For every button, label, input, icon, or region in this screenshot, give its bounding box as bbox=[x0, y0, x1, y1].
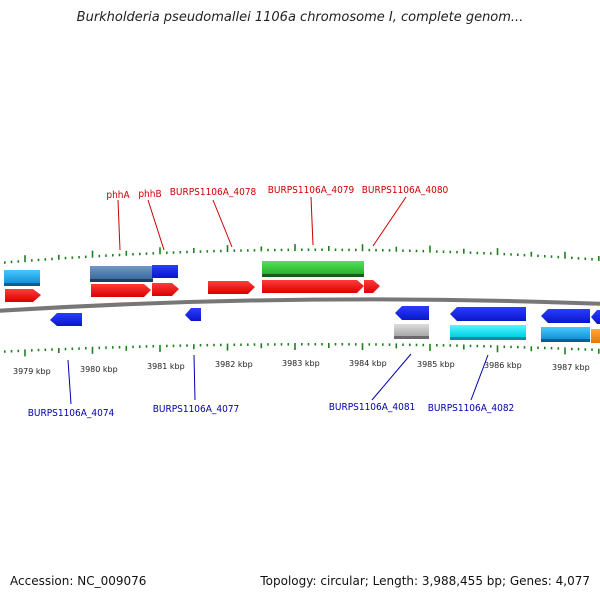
reverse-genes bbox=[50, 306, 600, 343]
tick-label: 3985 kbp bbox=[417, 360, 455, 369]
gene-feature[interactable] bbox=[185, 308, 201, 321]
gene-feature[interactable] bbox=[541, 309, 590, 323]
gene-feature[interactable] bbox=[450, 307, 526, 321]
gene-feature[interactable] bbox=[50, 313, 82, 326]
gene-feature[interactable] bbox=[262, 280, 364, 293]
ticks-top bbox=[4, 244, 600, 264]
gene-feature[interactable] bbox=[5, 289, 41, 302]
tick-labels: 3979 kbp 3980 kbp 3981 kbp 3982 kbp 3983… bbox=[13, 359, 590, 376]
tick-label: 3987 kbp bbox=[552, 363, 590, 372]
gene-feature[interactable] bbox=[152, 283, 179, 296]
gene-feature[interactable] bbox=[208, 281, 255, 294]
gene-feature[interactable] bbox=[591, 310, 600, 324]
tick-label: 3979 kbp bbox=[13, 367, 51, 376]
gene-label-4080[interactable]: BURPS1106A_4080 bbox=[362, 185, 449, 196]
gene-feature[interactable] bbox=[450, 337, 526, 340]
gene-feature[interactable] bbox=[591, 329, 600, 343]
gene-label-4082[interactable]: BURPS1106A_4082 bbox=[428, 403, 515, 414]
gene-feature[interactable] bbox=[4, 283, 40, 286]
label-leader bbox=[371, 353, 412, 401]
gene-feature[interactable] bbox=[91, 284, 151, 297]
gene-label-4079[interactable]: BURPS1106A_4079 bbox=[268, 185, 355, 196]
label-leader bbox=[117, 199, 121, 251]
label-leader bbox=[193, 354, 196, 401]
label-leader bbox=[372, 196, 407, 247]
gene-feature[interactable] bbox=[90, 279, 153, 282]
label-leader bbox=[67, 359, 72, 405]
gene-label-4078[interactable]: BURPS1106A_4078 bbox=[170, 187, 257, 198]
gene-label-4081[interactable]: BURPS1106A_4081 bbox=[329, 402, 416, 413]
genome-summary-text: Topology: circular; Length: 3,988,455 bp… bbox=[260, 574, 590, 588]
gene-feature[interactable] bbox=[450, 325, 526, 337]
gene-feature[interactable] bbox=[262, 274, 364, 277]
bottom-gene-labels: BURPS1106A_4074 BURPS1106A_4077 BURPS110… bbox=[28, 353, 515, 419]
genome-backbone bbox=[0, 297, 600, 313]
label-leader bbox=[147, 199, 165, 251]
gene-label-phhA[interactable]: phhA bbox=[106, 190, 130, 201]
gene-feature[interactable] bbox=[394, 324, 429, 336]
gene-label-4077[interactable]: BURPS1106A_4077 bbox=[153, 404, 240, 415]
top-gene-labels: phhA phhB BURPS1106A_4078 BURPS1106A_407… bbox=[106, 185, 449, 251]
gene-feature[interactable] bbox=[541, 339, 590, 342]
gene-feature[interactable] bbox=[90, 266, 153, 279]
tick-label: 3981 kbp bbox=[147, 362, 185, 371]
gene-label-phhB[interactable]: phhB bbox=[138, 189, 161, 200]
tick-label: 3983 kbp bbox=[282, 359, 320, 368]
tick-label: 3984 kbp bbox=[349, 359, 387, 368]
label-leader bbox=[310, 196, 314, 246]
gene-feature[interactable] bbox=[262, 261, 364, 274]
map-title: Burkholderia pseudomallei 1106a chromoso… bbox=[76, 10, 524, 25]
tick-label: 3980 kbp bbox=[80, 365, 118, 374]
gene-label-4074[interactable]: BURPS1106A_4074 bbox=[28, 408, 115, 419]
forward-genes bbox=[4, 261, 380, 302]
ticks-bottom bbox=[4, 343, 600, 357]
tick-label: 3986 kbp bbox=[484, 361, 522, 370]
gene-feature[interactable] bbox=[364, 280, 380, 293]
gene-feature[interactable] bbox=[4, 270, 40, 283]
gene-feature[interactable] bbox=[394, 336, 429, 339]
gene-feature[interactable] bbox=[152, 265, 178, 278]
gene-feature[interactable] bbox=[541, 327, 590, 339]
label-leader bbox=[470, 354, 489, 401]
accession-text: Accession: NC_009076 bbox=[10, 574, 147, 588]
tick-label: 3982 kbp bbox=[215, 360, 253, 369]
gene-feature[interactable] bbox=[395, 306, 429, 320]
label-leader bbox=[212, 199, 233, 248]
